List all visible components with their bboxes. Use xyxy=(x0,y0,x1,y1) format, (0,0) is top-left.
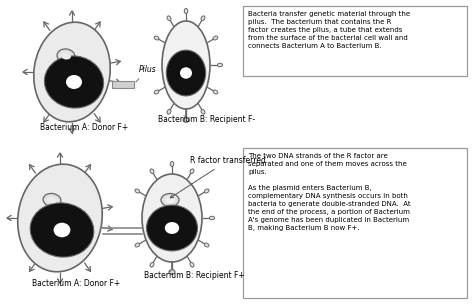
Ellipse shape xyxy=(190,262,194,267)
Ellipse shape xyxy=(166,50,206,96)
Ellipse shape xyxy=(204,189,209,193)
Bar xyxy=(243,6,467,76)
Ellipse shape xyxy=(45,56,104,108)
Bar xyxy=(243,148,467,298)
Ellipse shape xyxy=(165,222,179,234)
Ellipse shape xyxy=(43,193,61,206)
Ellipse shape xyxy=(201,109,205,114)
Text: Bacterium B: Recipient F-: Bacterium B: Recipient F- xyxy=(158,115,255,124)
Text: Bacteria transfer genetic material through the
pilus.  The bacterium that contai: Bacteria transfer genetic material throu… xyxy=(248,11,410,49)
Ellipse shape xyxy=(162,21,210,109)
Ellipse shape xyxy=(154,36,159,40)
Ellipse shape xyxy=(183,118,189,122)
Ellipse shape xyxy=(34,22,110,122)
Ellipse shape xyxy=(180,67,192,79)
Ellipse shape xyxy=(204,243,209,247)
Ellipse shape xyxy=(167,16,171,21)
Text: Bacterium A: Donor F+: Bacterium A: Donor F+ xyxy=(32,279,120,288)
Text: Bacterium A: Donor F+: Bacterium A: Donor F+ xyxy=(40,123,128,132)
Bar xyxy=(112,81,134,88)
Ellipse shape xyxy=(142,174,202,262)
Ellipse shape xyxy=(150,262,154,267)
Ellipse shape xyxy=(201,16,205,21)
Ellipse shape xyxy=(213,36,218,40)
Ellipse shape xyxy=(150,169,154,174)
Ellipse shape xyxy=(154,90,159,94)
Ellipse shape xyxy=(218,63,222,67)
Text: Pilus: Pilus xyxy=(136,65,157,82)
Ellipse shape xyxy=(165,197,175,203)
Text: Bacterium B: Recipient F+: Bacterium B: Recipient F+ xyxy=(144,271,245,280)
Text: R factor transferred: R factor transferred xyxy=(170,156,266,198)
Ellipse shape xyxy=(47,197,57,203)
Ellipse shape xyxy=(57,49,75,63)
Ellipse shape xyxy=(135,243,140,247)
Ellipse shape xyxy=(54,223,71,237)
Ellipse shape xyxy=(210,216,215,220)
Ellipse shape xyxy=(146,205,198,251)
Ellipse shape xyxy=(190,169,194,174)
Ellipse shape xyxy=(161,194,179,206)
Text: The two DNA strands of the R factor are
separated and one of them moves across t: The two DNA strands of the R factor are … xyxy=(248,153,410,231)
Ellipse shape xyxy=(169,270,175,274)
Ellipse shape xyxy=(30,203,94,257)
Ellipse shape xyxy=(66,75,82,89)
Ellipse shape xyxy=(135,189,140,193)
Ellipse shape xyxy=(170,270,174,275)
Ellipse shape xyxy=(61,53,71,60)
Ellipse shape xyxy=(167,109,171,114)
Ellipse shape xyxy=(184,116,188,122)
Ellipse shape xyxy=(213,90,218,94)
Ellipse shape xyxy=(18,164,102,272)
Ellipse shape xyxy=(170,161,174,167)
Ellipse shape xyxy=(184,9,188,13)
